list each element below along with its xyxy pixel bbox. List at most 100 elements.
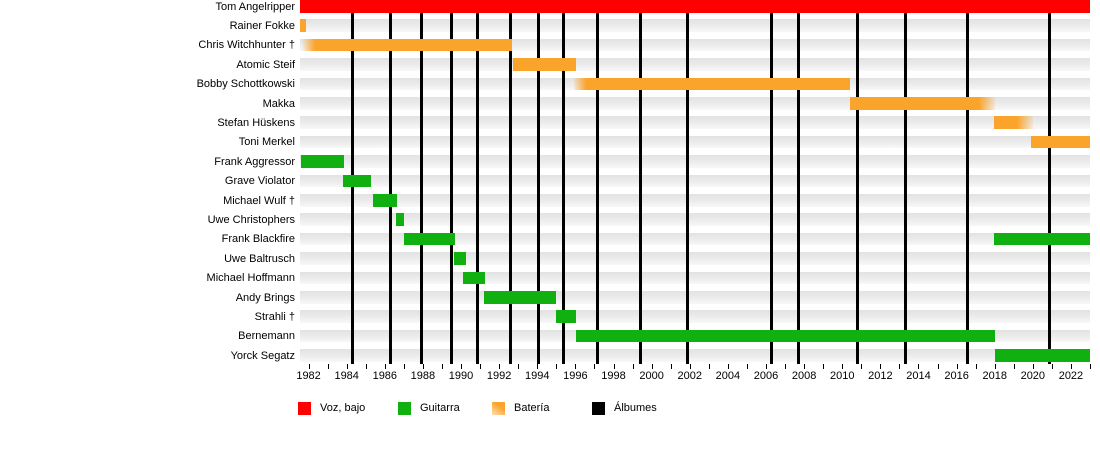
albums-color-swatch — [592, 402, 605, 415]
member-tenure-bar — [373, 194, 398, 207]
year-tick — [422, 364, 424, 369]
year-tick — [461, 364, 463, 369]
year-tick — [308, 364, 310, 369]
member-tenure-bar — [396, 213, 404, 226]
row-guide-band — [300, 58, 1090, 71]
album-release-line — [420, 0, 424, 364]
year-tick — [499, 364, 501, 369]
year-tick — [537, 364, 539, 369]
year-tick — [403, 364, 405, 369]
member-name-label: Atomic Steif — [236, 58, 295, 71]
year-tick-label: 1988 — [410, 370, 436, 382]
guitar-color-swatch — [398, 402, 411, 415]
legend-label: Guitarra — [420, 402, 460, 414]
member-tenure-bar — [300, 155, 344, 168]
year-tick-label: 2022 — [1058, 370, 1084, 382]
row-guide-band — [300, 194, 1090, 207]
year-tick — [994, 364, 996, 369]
year-tick-label: 1986 — [372, 370, 398, 382]
album-release-line — [450, 0, 454, 364]
year-tick — [556, 364, 558, 369]
album-release-line — [475, 0, 479, 364]
member-name-label: Toni Merkel — [238, 136, 295, 149]
year-tick-label: 1990 — [448, 370, 474, 382]
year-tick — [785, 364, 787, 369]
year-tick — [842, 364, 844, 369]
row-guide-band — [300, 213, 1090, 226]
member-tenure-bar — [849, 97, 995, 110]
year-tick — [1051, 364, 1053, 369]
member-name-label: Rainer Fokke — [229, 19, 295, 32]
year-tick — [575, 364, 577, 369]
member-tenure-bar — [302, 38, 513, 52]
year-tick — [346, 364, 348, 369]
member-tenure-bar — [1030, 135, 1090, 149]
year-tick — [918, 364, 920, 369]
member-tenure-bar — [454, 252, 466, 265]
year-tick — [689, 364, 691, 369]
album-release-line — [770, 0, 774, 364]
member-tenure-bar — [574, 77, 850, 91]
year-tick — [1090, 364, 1091, 369]
album-release-line — [1048, 0, 1052, 364]
member-name-label: Stefan Hüskens — [217, 116, 295, 129]
year-tick-label: 2020 — [1020, 370, 1046, 382]
row-guide-band — [300, 310, 1090, 323]
member-tenure-bar — [512, 58, 577, 71]
album-release-line — [796, 0, 800, 364]
member-tenure-bar — [556, 310, 577, 323]
year-tick — [804, 364, 806, 369]
year-tick — [518, 364, 520, 369]
member-tenure-bar — [993, 232, 1090, 246]
member-name-label: Andy Brings — [235, 291, 295, 304]
member-name-label: Grave Violator — [224, 175, 295, 188]
year-tick-label: 2000 — [639, 370, 664, 382]
member-tenure-bar — [300, 0, 1090, 13]
drums-color-swatch — [492, 402, 505, 415]
year-tick-label: 2010 — [829, 370, 855, 382]
year-tick-label: 2012 — [868, 370, 893, 382]
member-tenure-bar — [994, 349, 1090, 362]
member-name-label: Uwe Baltrusch — [224, 252, 295, 265]
year-tick — [708, 364, 710, 369]
year-tick-label: 2018 — [982, 370, 1007, 382]
year-tick — [384, 364, 386, 369]
member-tenure-bar — [462, 271, 485, 285]
year-tick — [327, 364, 329, 369]
year-tick — [594, 364, 596, 369]
legend-label: Álbumes — [614, 402, 657, 414]
year-tick — [632, 364, 634, 369]
member-name-label: Tom Angelripper — [215, 0, 296, 13]
member-name-label: Uwe Christophers — [207, 213, 295, 226]
row-guide-band — [300, 116, 1090, 129]
member-tenure-bar — [993, 116, 1033, 129]
album-release-line — [536, 0, 540, 364]
year-tick — [441, 364, 443, 369]
year-tick-label: 2002 — [677, 370, 702, 382]
member-name-label: Michael Hoffmann — [206, 272, 295, 285]
member-tenure-bar — [342, 174, 372, 188]
year-tick-label: 1996 — [563, 370, 588, 382]
member-name-label: Makka — [262, 97, 295, 110]
year-tick — [480, 364, 482, 369]
row-guide-band — [300, 271, 1090, 285]
year-tick-label: 2006 — [753, 370, 779, 382]
year-tick — [746, 364, 748, 369]
year-tick — [975, 364, 977, 369]
member-name-label: Bobby Schottkowski — [196, 78, 295, 91]
year-tick — [956, 364, 958, 369]
row-guide-band — [300, 349, 1090, 362]
year-tick-label: 2016 — [944, 370, 969, 382]
row-guide-band — [300, 19, 1090, 32]
album-release-line — [561, 0, 565, 364]
album-release-line — [509, 0, 513, 364]
year-tick — [765, 364, 767, 369]
year-tick-label: 1982 — [296, 370, 321, 382]
year-tick-label: 1992 — [486, 370, 512, 382]
year-tick — [1032, 364, 1034, 369]
legend-label: Batería — [514, 402, 550, 414]
year-tick — [727, 364, 729, 369]
year-tick — [937, 364, 939, 369]
album-release-line — [389, 0, 393, 364]
